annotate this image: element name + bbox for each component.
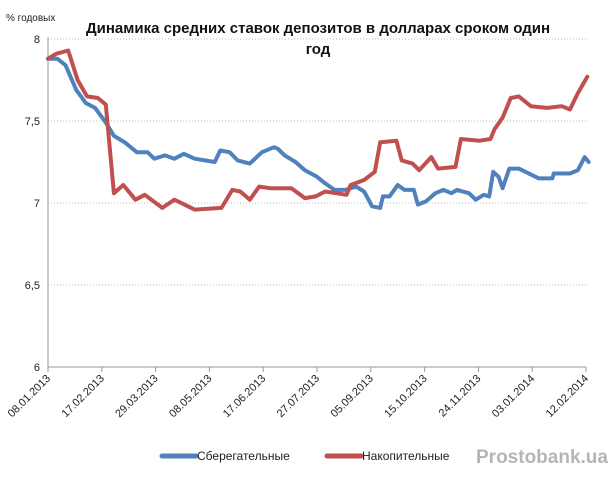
x-tick-label: 29.03.2013 <box>113 373 160 420</box>
series-line-savings <box>46 56 591 210</box>
y-tick-label: 7,5 <box>25 116 40 128</box>
y-tick-label: 6 <box>34 362 40 374</box>
x-tick-label: 03.01.2014 <box>490 373 537 420</box>
x-tick-label: 05.09.2013 <box>329 373 376 420</box>
y-tick-label: 7 <box>34 198 40 210</box>
x-tick-label: 08.01.2013 <box>6 373 53 420</box>
x-tick-label: 17.02.2013 <box>60 373 107 420</box>
series-line-accumulative <box>46 48 590 212</box>
x-tick-label: 24.11.2013 <box>437 373 484 420</box>
legend: Сберегательные Накопительные <box>159 449 450 463</box>
y-tick-label: 6,5 <box>25 280 40 292</box>
x-tick-label: 27.07.2013 <box>275 373 322 420</box>
chart-title-line-2: год <box>306 41 331 58</box>
chart-title-line-1: Динамика средних ставок депозитов в долл… <box>86 20 550 37</box>
x-tick-label: 15.10.2013 <box>382 373 429 420</box>
watermark: Prostobank.ua <box>476 447 608 468</box>
legend-label-savings: Сберегательные <box>197 449 290 463</box>
x-tick-label: 12.02.2014 <box>544 373 591 420</box>
legend-label-accumulative: Накопительные <box>362 449 450 463</box>
x-tick-label: 17.06.2013 <box>221 373 268 420</box>
y-axis-unit-label: % годовых <box>6 13 55 24</box>
x-tick-label: 08.05.2013 <box>167 373 214 420</box>
y-tick-label: 8 <box>34 34 40 46</box>
